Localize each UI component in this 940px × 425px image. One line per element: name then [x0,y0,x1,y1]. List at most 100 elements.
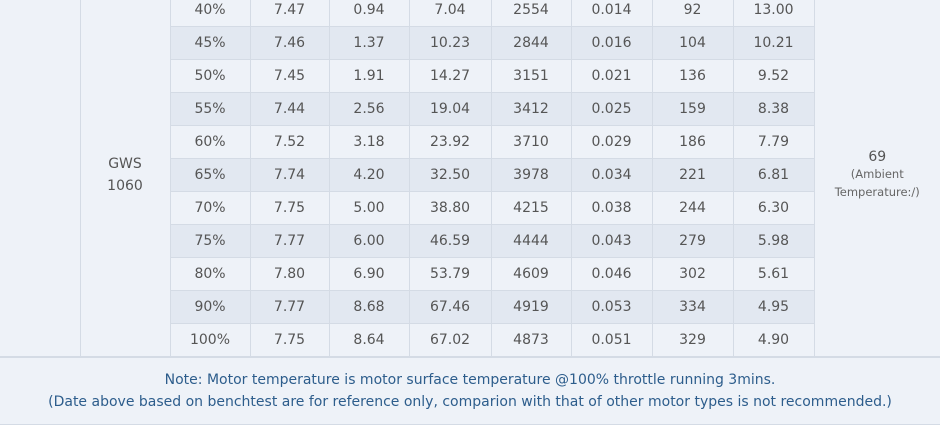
cell: 186 [651,125,734,159]
cell: 100% [169,323,251,357]
cell: 6.30 [732,191,815,225]
cell: 90% [169,290,251,324]
cell: 7.04 [408,0,492,27]
cell: 329 [651,323,734,357]
cell: 7.46 [249,26,330,60]
cell: 0.94 [328,0,410,27]
note-line: Note: Motor temperature is motor surface… [164,372,776,388]
cell: 2844 [490,26,572,60]
cell: 70% [169,191,251,225]
cell: 9.52 [732,59,815,93]
cell: 4.20 [328,158,410,192]
table-row: 50% 7.45 1.91 14.27 3151 0.021 136 9.52 [0,59,940,93]
cell: 8.64 [328,323,410,357]
cell: 55% [169,92,251,126]
spec-table: GWS 1060 40% 7.47 0.94 7.04 2554 0.014 92 13.00 6… [0,0,940,357]
cell: 0.034 [570,158,653,192]
cell: 7.74 [249,158,330,192]
cell: 0.029 [570,125,653,159]
cell: 0.051 [570,323,653,357]
cell: 67.46 [408,290,492,324]
temperature-note: (Ambient Temperature:/) [834,167,920,199]
cell: 46.59 [408,224,492,258]
cell: 7.80 [249,257,330,291]
cell: 45% [169,26,251,60]
cell: 92 [651,0,734,27]
note: Note: Motor temperature is motor surface… [0,357,940,425]
cell: 0.021 [570,59,653,93]
cell: 4.95 [732,290,815,324]
cell: 3.18 [328,125,410,159]
cell: 6.90 [328,257,410,291]
cell: 0.038 [570,191,653,225]
cell: 0.046 [570,257,653,291]
table-row: 75% 7.77 6.00 46.59 4444 0.043 279 5.98 [0,224,940,258]
cell: 3412 [490,92,572,126]
cell: 5.61 [732,257,815,291]
table-row: 80% 7.80 6.90 53.79 4609 0.046 302 5.61 [0,257,940,291]
cell: 0.053 [570,290,653,324]
cell: 7.79 [732,125,815,159]
cell: 32.50 [408,158,492,192]
cell: 23.92 [408,125,492,159]
cell: 7.45 [249,59,330,93]
cell: 7.47 [249,0,330,27]
cell: 1.37 [328,26,410,60]
cell: 65% [169,158,251,192]
cell: 13.00 [732,0,815,27]
cell: 279 [651,224,734,258]
prop-name: GWS 1060 [107,156,143,194]
cell: 10.23 [408,26,492,60]
cell: 38.80 [408,191,492,225]
cell: 7.52 [249,125,330,159]
cell: 80% [169,257,251,291]
cell: 3151 [490,59,572,93]
table-row: GWS 1060 40% 7.47 0.94 7.04 2554 0.014 92 13.00 6… [0,0,940,357]
cell: 0.025 [570,92,653,126]
cell: 2.56 [328,92,410,126]
cell: 19.04 [408,92,492,126]
cell: 8.38 [732,92,815,126]
cell: 3978 [490,158,572,192]
cell: 5.98 [732,224,815,258]
note-line: (Date above based on benchtest are for r… [48,394,892,410]
cell: 6.00 [328,224,410,258]
cell: 5.00 [328,191,410,225]
table-row: 100% 7.75 8.64 67.02 4873 0.051 329 4.90 [0,323,940,357]
cell: 4873 [490,323,572,357]
cell: 60% [169,125,251,159]
cell: 4444 [490,224,572,258]
cell: 40% [169,0,251,27]
temp-cell: 69 (Ambient Temperature:/) [813,0,940,357]
temperature: 69 [868,149,887,165]
cell: 0.016 [570,26,653,60]
cell: 2554 [490,0,572,27]
cell: 244 [651,191,734,225]
cell: 67.02 [408,323,492,357]
cell: 136 [651,59,734,93]
cell: 7.75 [249,191,330,225]
cell: 3710 [490,125,572,159]
cell: 0.043 [570,224,653,258]
cell: 7.44 [249,92,330,126]
blank-cell [0,0,81,357]
table-row: 45% 7.46 1.37 10.23 2844 0.016 104 10.21 [0,26,940,60]
cell: 4.90 [732,323,815,357]
cell: 53.79 [408,257,492,291]
cell: 334 [651,290,734,324]
table-row: 65% 7.74 4.20 32.50 3978 0.034 221 6.81 [0,158,940,192]
cell: 159 [651,92,734,126]
cell: 75% [169,224,251,258]
cell: 4215 [490,191,572,225]
cell: 14.27 [408,59,492,93]
cell: 7.77 [249,224,330,258]
cell: 7.75 [249,323,330,357]
prop-cell: GWS 1060 [79,0,171,357]
cell: 1.91 [328,59,410,93]
cell: 7.77 [249,290,330,324]
table-row: 55% 7.44 2.56 19.04 3412 0.025 159 8.38 [0,92,940,126]
cell: 50% [169,59,251,93]
cell: 4609 [490,257,572,291]
cell: 6.81 [732,158,815,192]
